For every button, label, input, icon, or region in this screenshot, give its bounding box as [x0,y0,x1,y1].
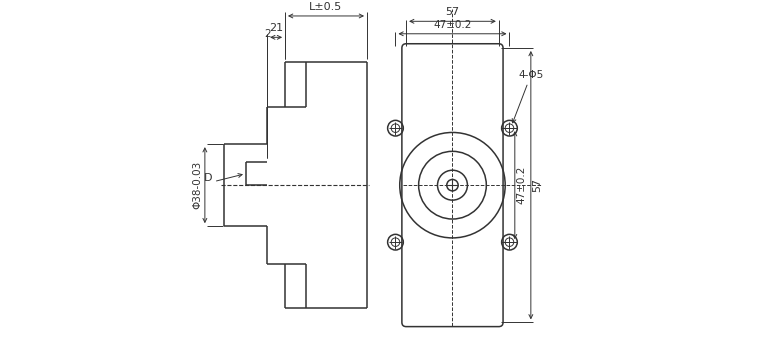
Text: 47±0.2: 47±0.2 [516,166,526,204]
Text: 4-Φ5: 4-Φ5 [512,70,544,123]
Text: 57: 57 [445,7,460,17]
Text: 21: 21 [269,23,283,33]
Text: L±0.5: L±0.5 [309,2,342,12]
Text: Φ38-0.03: Φ38-0.03 [193,161,203,209]
Text: 2: 2 [264,29,270,39]
Text: 47±0.2: 47±0.2 [434,20,472,30]
Text: D: D [205,173,213,183]
Text: 57: 57 [532,178,542,192]
